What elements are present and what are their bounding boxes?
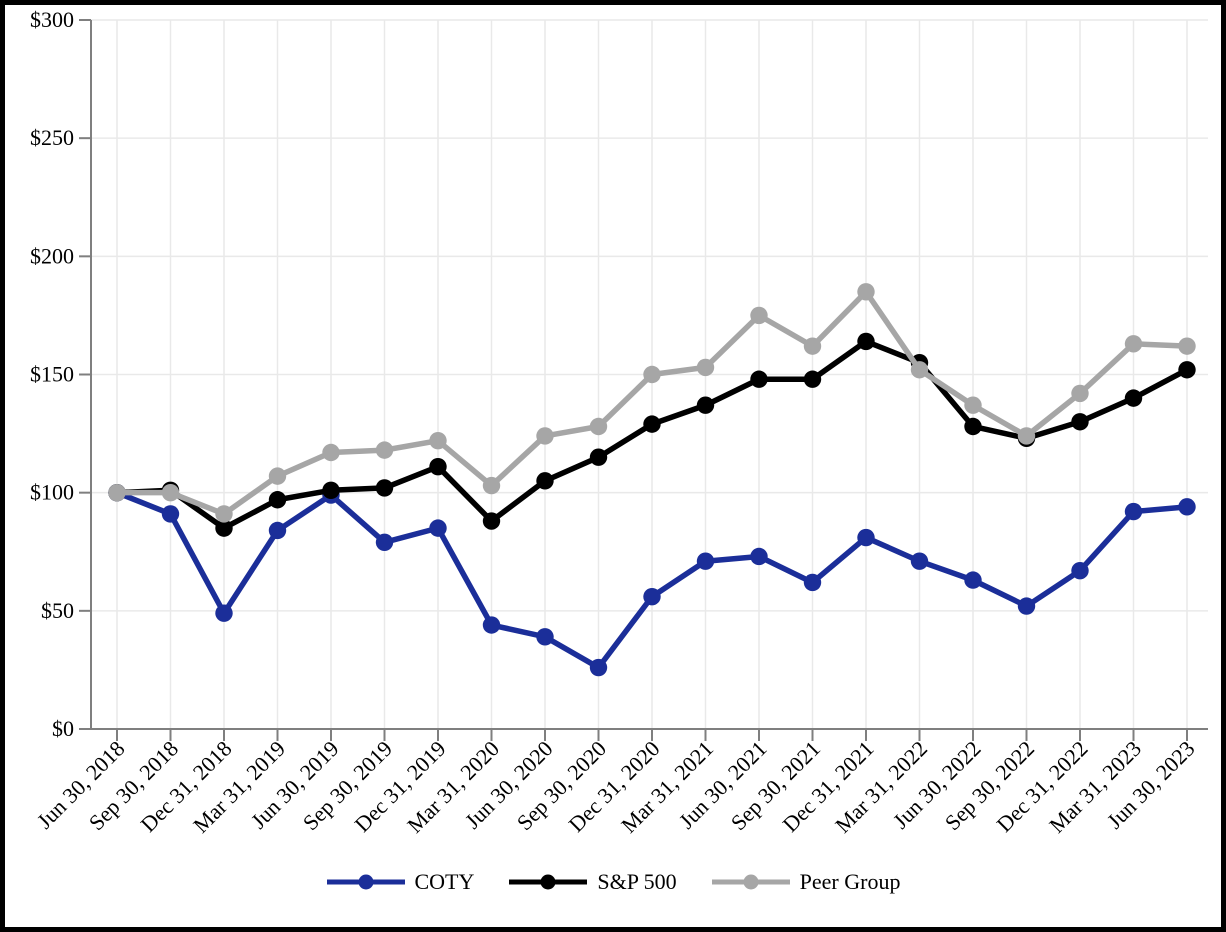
data-point-coty-2 xyxy=(215,604,233,622)
data-point-coty-7 xyxy=(482,616,501,634)
data-point-peer-group-9 xyxy=(589,417,608,436)
data-point-s-p-500-13 xyxy=(803,370,822,388)
data-point-s-p-500-2 xyxy=(215,519,233,537)
data-point-peer-group-4 xyxy=(322,443,340,462)
data-point-coty-5 xyxy=(375,533,394,551)
data-point-peer-group-17 xyxy=(1017,427,1036,445)
legend-label-coty: COTY xyxy=(414,869,475,894)
legend-marker-s-p-500 xyxy=(509,874,588,890)
data-point-s-p-500-14 xyxy=(857,332,875,351)
legend-item-s-p-500: S&P 500 xyxy=(508,869,677,894)
data-point-coty-1 xyxy=(161,505,180,523)
data-point-coty-18 xyxy=(1071,561,1089,580)
data-point-peer-group-11 xyxy=(696,358,715,377)
data-point-peer-group-14 xyxy=(857,283,875,301)
data-point-peer-group-0 xyxy=(108,483,126,502)
data-point-coty-20 xyxy=(1178,498,1196,516)
data-point-s-p-500-19 xyxy=(1124,389,1143,407)
data-point-s-p-500-9 xyxy=(589,448,608,466)
data-point-s-p-500-4 xyxy=(322,481,340,500)
data-point-peer-group-1 xyxy=(161,483,180,502)
y-tick-label: $300 xyxy=(30,7,74,32)
data-point-coty-3 xyxy=(268,521,287,540)
data-point-coty-6 xyxy=(429,519,447,537)
data-point-s-p-500-12 xyxy=(750,370,768,388)
data-point-peer-group-15 xyxy=(910,361,929,379)
legend-item-peer-group: Peer Group xyxy=(711,869,901,894)
data-point-peer-group-8 xyxy=(536,427,554,445)
legend-dot-peer-group xyxy=(743,874,759,890)
data-point-coty-17 xyxy=(1017,597,1036,615)
legend-label-peer-group: Peer Group xyxy=(799,869,901,894)
data-point-peer-group-3 xyxy=(268,467,287,485)
y-tick-label: $150 xyxy=(30,362,74,387)
data-point-s-p-500-7 xyxy=(482,512,501,530)
legend-label-s-p-500: S&P 500 xyxy=(597,869,677,894)
y-tick-label: $0 xyxy=(52,716,74,741)
data-point-peer-group-5 xyxy=(375,441,394,459)
data-point-coty-14 xyxy=(857,528,875,547)
data-point-peer-group-12 xyxy=(750,306,768,325)
y-tick-label: $100 xyxy=(30,480,74,505)
data-point-coty-10 xyxy=(643,587,661,606)
data-point-coty-16 xyxy=(964,571,982,589)
legend-item-coty: COTY xyxy=(326,869,475,894)
data-point-s-p-500-3 xyxy=(268,491,287,509)
legend-dot-coty xyxy=(358,874,373,890)
y-tick-label: $200 xyxy=(30,243,74,268)
data-point-coty-15 xyxy=(910,552,929,570)
data-point-s-p-500-6 xyxy=(429,457,447,476)
data-point-peer-group-16 xyxy=(964,396,982,414)
chart-legend: COTY S&P 500 Peer Group xyxy=(5,871,1221,893)
data-point-peer-group-13 xyxy=(803,337,822,355)
data-point-s-p-500-16 xyxy=(964,417,982,436)
data-point-s-p-500-8 xyxy=(536,472,554,490)
legend-marker-coty xyxy=(326,874,405,890)
data-point-s-p-500-10 xyxy=(643,415,661,433)
data-point-coty-19 xyxy=(1124,502,1143,521)
y-tick-label: $250 xyxy=(30,125,74,150)
data-point-coty-9 xyxy=(589,658,608,677)
data-point-peer-group-2 xyxy=(215,505,233,523)
legend-dot-s-p-500 xyxy=(540,874,556,890)
data-point-coty-8 xyxy=(536,628,554,646)
data-point-coty-11 xyxy=(696,552,715,570)
legend-marker-peer-group xyxy=(711,874,790,890)
data-point-s-p-500-20 xyxy=(1178,361,1196,379)
data-point-peer-group-19 xyxy=(1124,335,1143,353)
data-point-s-p-500-11 xyxy=(696,396,715,414)
y-tick-label: $50 xyxy=(41,598,74,623)
data-point-peer-group-18 xyxy=(1071,384,1089,403)
data-point-peer-group-6 xyxy=(429,431,447,450)
data-point-peer-group-20 xyxy=(1178,337,1196,355)
data-point-s-p-500-18 xyxy=(1071,413,1089,431)
data-point-s-p-500-5 xyxy=(375,479,394,497)
data-point-coty-12 xyxy=(750,547,768,566)
data-point-peer-group-10 xyxy=(643,365,661,384)
data-point-peer-group-7 xyxy=(482,476,501,495)
data-point-coty-13 xyxy=(803,573,822,592)
